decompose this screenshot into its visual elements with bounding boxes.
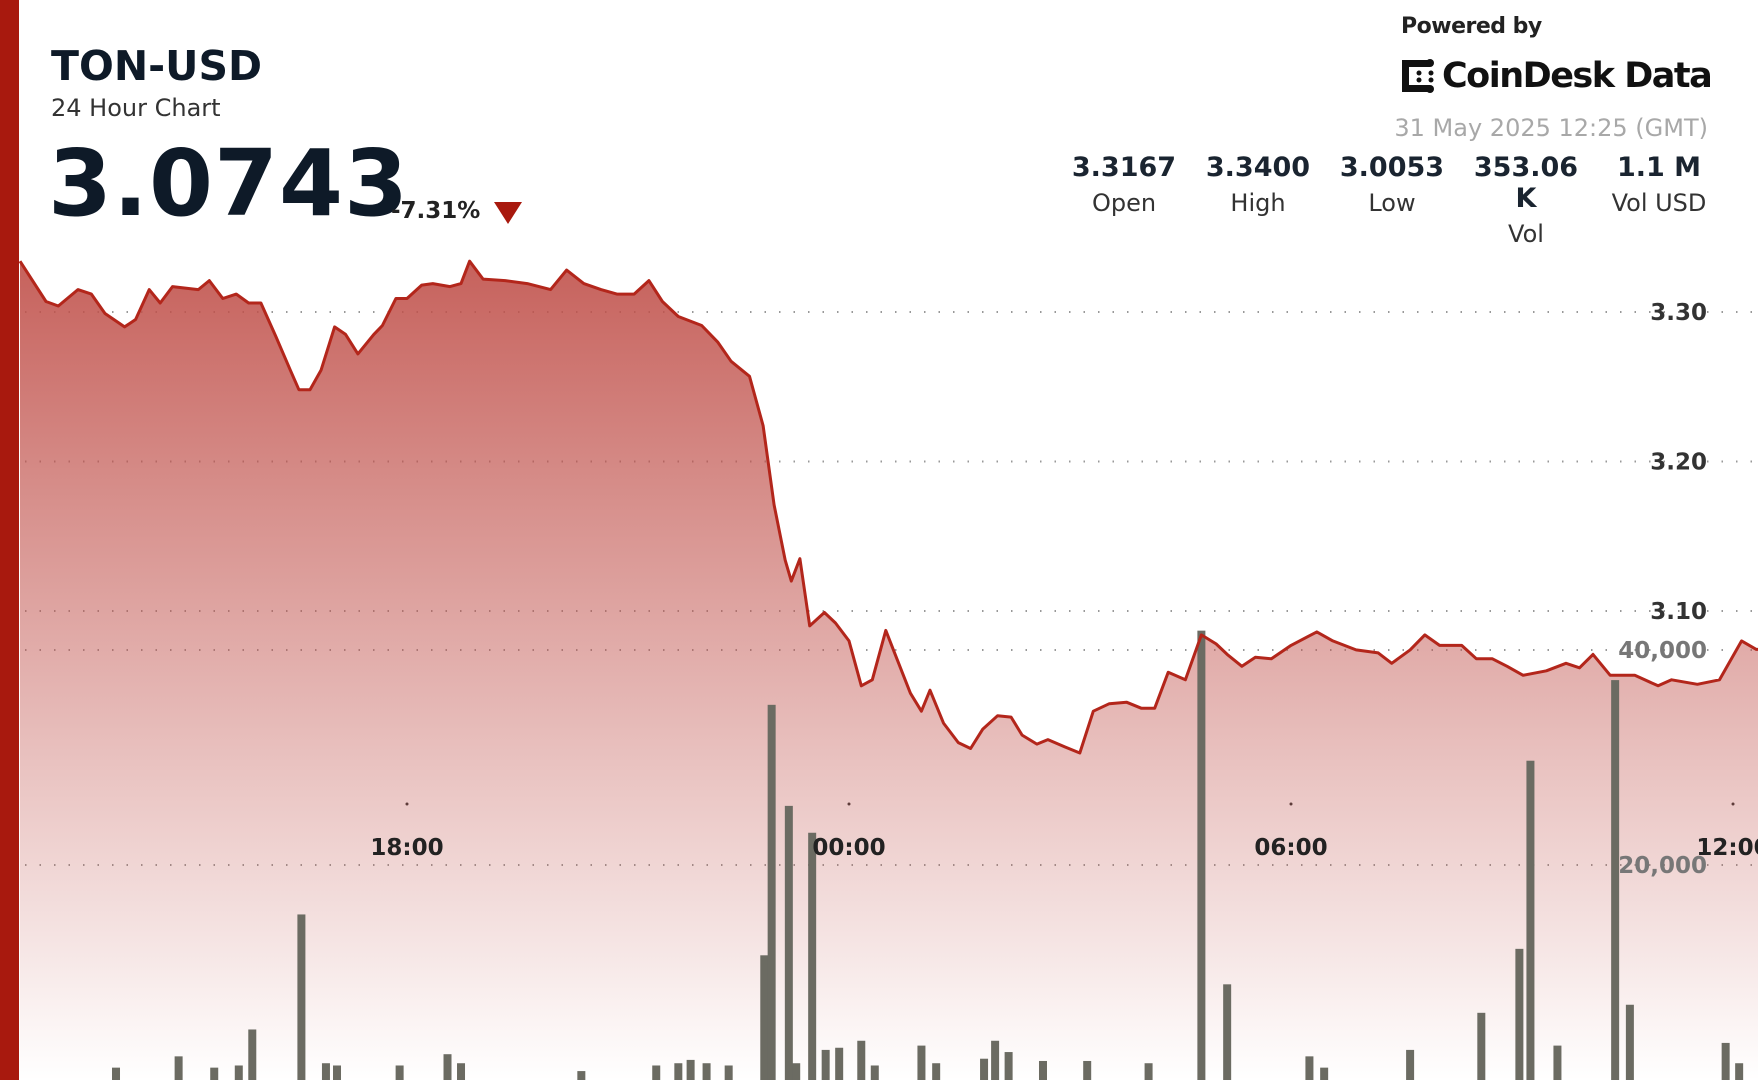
volume-bar	[917, 1045, 926, 1080]
volume-bar	[248, 1029, 257, 1080]
volume-bar	[767, 704, 776, 1080]
volume-bar	[395, 1065, 404, 1080]
stat-value: 3.3167	[1071, 152, 1177, 183]
stat-label: Open	[1091, 189, 1157, 217]
stat-label: Vol	[1508, 220, 1544, 248]
price-change: -7.31%	[391, 198, 481, 224]
volume-bar	[1406, 1049, 1415, 1080]
stat-high: 3.3400 High	[1193, 152, 1323, 217]
volume-bar	[1611, 680, 1620, 1080]
price-tick-label: 3.30	[1650, 300, 1707, 326]
volume-bar	[652, 1065, 661, 1080]
volume-bar	[1038, 1060, 1047, 1080]
volume-bar	[577, 1071, 586, 1080]
volume-bar	[210, 1067, 219, 1080]
volume-bar	[174, 1056, 183, 1080]
stat-label: High	[1230, 189, 1286, 217]
volume-bar	[1004, 1052, 1013, 1080]
volume-bar	[1526, 760, 1535, 1080]
volume-bar	[980, 1058, 989, 1080]
volume-bar	[1320, 1067, 1329, 1080]
time-tick-label: 00:00	[812, 835, 885, 861]
price-tick-label: 3.20	[1650, 450, 1707, 476]
time-tick-label: 18:00	[370, 835, 443, 861]
volume-bar	[857, 1040, 866, 1080]
volume-bar	[991, 1040, 1000, 1080]
volume-bar	[1721, 1042, 1730, 1080]
volume-bar	[821, 1049, 830, 1080]
volume-bar	[1197, 630, 1206, 1080]
volume-bar	[784, 805, 793, 1080]
stat-open: 3.3167 Open	[1059, 152, 1189, 217]
volume-bar	[932, 1063, 941, 1080]
volume-bar	[674, 1063, 683, 1080]
volume-bar	[686, 1059, 695, 1080]
volume-tick-label: 40,000	[1618, 638, 1707, 664]
volume-bar	[457, 1063, 466, 1080]
pair-title: TON-USD	[51, 42, 263, 90]
coindesk-data-logo[interactable]: CoinDesk Data	[1400, 56, 1713, 96]
price-tick-label: 3.10	[1650, 599, 1707, 625]
volume-bar	[443, 1054, 452, 1080]
volume-bar	[1144, 1063, 1153, 1080]
volume-bar	[1083, 1060, 1092, 1080]
stat-value: 3.3400	[1205, 152, 1311, 183]
stat-value: 1.1 M	[1616, 152, 1702, 183]
time-tick-label: 12:00	[1696, 835, 1758, 861]
volume-bar	[297, 914, 306, 1080]
volume-bar	[1625, 1004, 1634, 1080]
volume-bar	[870, 1065, 879, 1080]
stat-value: 3.0053	[1339, 152, 1445, 183]
accent-bar	[0, 0, 19, 1080]
volume-bar	[1553, 1045, 1562, 1080]
stat-low: 3.0053 Low	[1327, 152, 1457, 217]
volume-bar	[1735, 1063, 1744, 1080]
stat-value: 353.06 K	[1473, 152, 1579, 214]
current-price: 3.0743	[48, 130, 410, 237]
volume-bar	[792, 1063, 801, 1080]
stat-label: Low	[1368, 189, 1416, 217]
stat-label: Vol USD	[1611, 189, 1707, 217]
volume-bar	[333, 1065, 342, 1080]
powered-by-label: Powered by	[1401, 14, 1542, 39]
price-line	[18, 259, 1758, 755]
stat-vol-usd: 1.1 M Vol USD	[1594, 152, 1724, 217]
time-tick-label: 06:00	[1254, 835, 1327, 861]
volume-bar	[321, 1063, 330, 1080]
volume-bar	[1305, 1056, 1314, 1080]
volume-bar	[724, 1065, 733, 1080]
volume-bar	[1223, 984, 1232, 1080]
price-area-fill	[20, 261, 1758, 1080]
coindesk-logo-icon	[1402, 59, 1434, 93]
volume-bar	[835, 1047, 844, 1080]
volume-bar	[702, 1063, 711, 1080]
volume-tick-label: 20,000	[1618, 853, 1707, 879]
down-arrow-icon	[494, 202, 522, 224]
brand-name: CoinDesk Data	[1442, 56, 1713, 96]
volume-bar	[112, 1067, 121, 1080]
volume-bar	[760, 955, 769, 1080]
volume-bar	[1477, 1012, 1486, 1080]
volume-bar	[808, 832, 817, 1080]
chart-subtitle: 24 Hour Chart	[51, 94, 221, 122]
stat-vol: 353.06 K Vol	[1461, 152, 1591, 248]
volume-bar	[1515, 948, 1524, 1080]
volume-bar	[234, 1065, 243, 1080]
timestamp: 31 May 2025 12:25 (GMT)	[1394, 114, 1708, 142]
